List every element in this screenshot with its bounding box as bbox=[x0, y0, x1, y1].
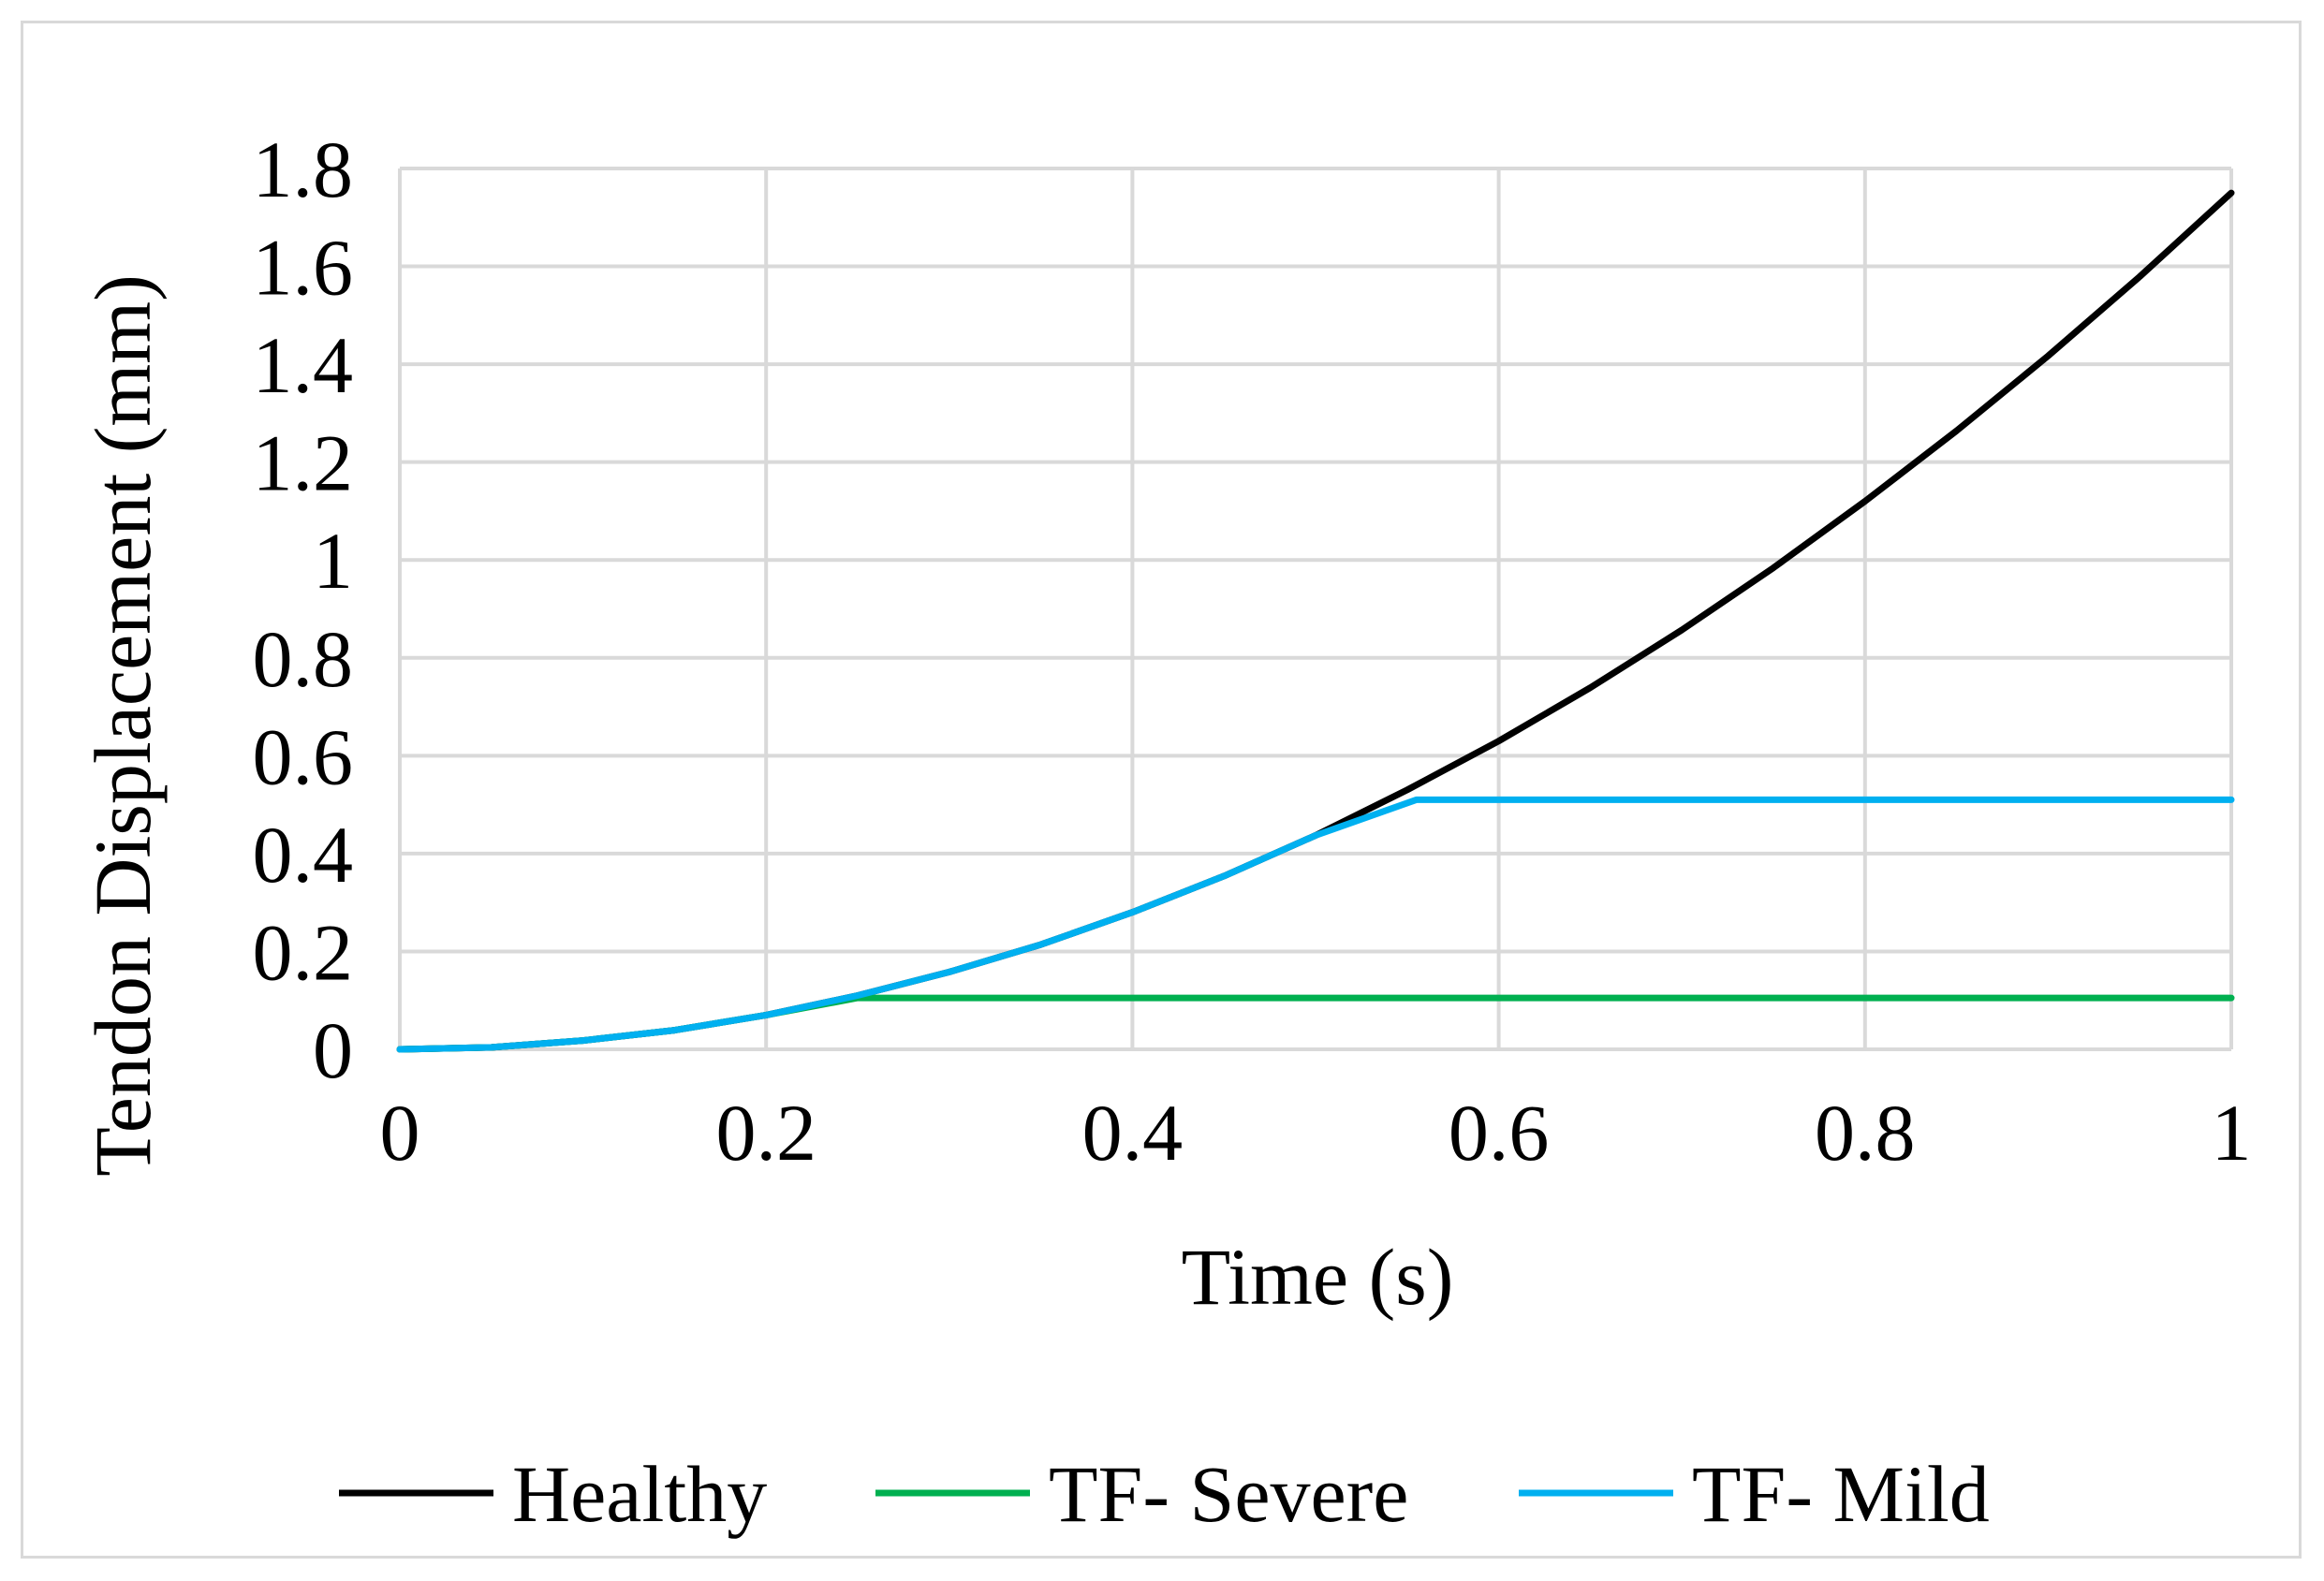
x-tick-label: 1 bbox=[2212, 1088, 2252, 1178]
x-tick-label: 0 bbox=[380, 1088, 420, 1178]
series-line-tf-mild bbox=[396, 796, 2235, 1053]
x-tick-label: 0.8 bbox=[1815, 1088, 1916, 1178]
y-tick-label: 1.2 bbox=[253, 418, 354, 508]
y-tick-label: 1.8 bbox=[253, 124, 354, 214]
legend-item-tf-severe: TF- Severe bbox=[875, 1449, 1408, 1539]
series-line-healthy bbox=[396, 189, 2235, 1053]
y-axis-title: Tendon Displacement (mm) bbox=[78, 274, 168, 1177]
y-tick-label: 1 bbox=[313, 516, 353, 606]
x-axis-tick-labels: 0 0.2 0.4 0.6 0.8 1 bbox=[380, 1088, 2252, 1178]
x-tick-label: 0.2 bbox=[715, 1088, 816, 1178]
legend-label: TF- Mild bbox=[1692, 1449, 1990, 1539]
x-axis-title: Time (s) bbox=[1182, 1232, 1454, 1322]
legend-item-healthy: Healthy bbox=[339, 1449, 767, 1539]
y-tick-label: 0.4 bbox=[253, 810, 354, 900]
gridlines bbox=[398, 167, 2233, 1051]
legend-label: Healthy bbox=[512, 1449, 767, 1539]
series-line-tf-severe bbox=[396, 994, 2235, 1053]
y-tick-label: 1.6 bbox=[253, 223, 354, 313]
y-tick-label: 0.2 bbox=[253, 907, 354, 997]
y-tick-label: 0 bbox=[313, 1005, 353, 1095]
y-tick-label: 0.8 bbox=[253, 614, 354, 704]
series-lines bbox=[396, 189, 2235, 1053]
legend-label: TF- Severe bbox=[1049, 1449, 1408, 1539]
legend: Healthy TF- Severe TF- Mild bbox=[339, 1449, 1990, 1539]
legend-item-tf-mild: TF- Mild bbox=[1519, 1449, 1990, 1539]
y-tick-label: 0.6 bbox=[253, 711, 354, 801]
x-tick-label: 0.6 bbox=[1449, 1088, 1550, 1178]
y-axis-tick-labels: 00.20.40.60.811.21.41.61.8 bbox=[253, 124, 354, 1095]
x-tick-label: 0.4 bbox=[1082, 1088, 1184, 1178]
y-tick-label: 1.4 bbox=[253, 320, 354, 410]
